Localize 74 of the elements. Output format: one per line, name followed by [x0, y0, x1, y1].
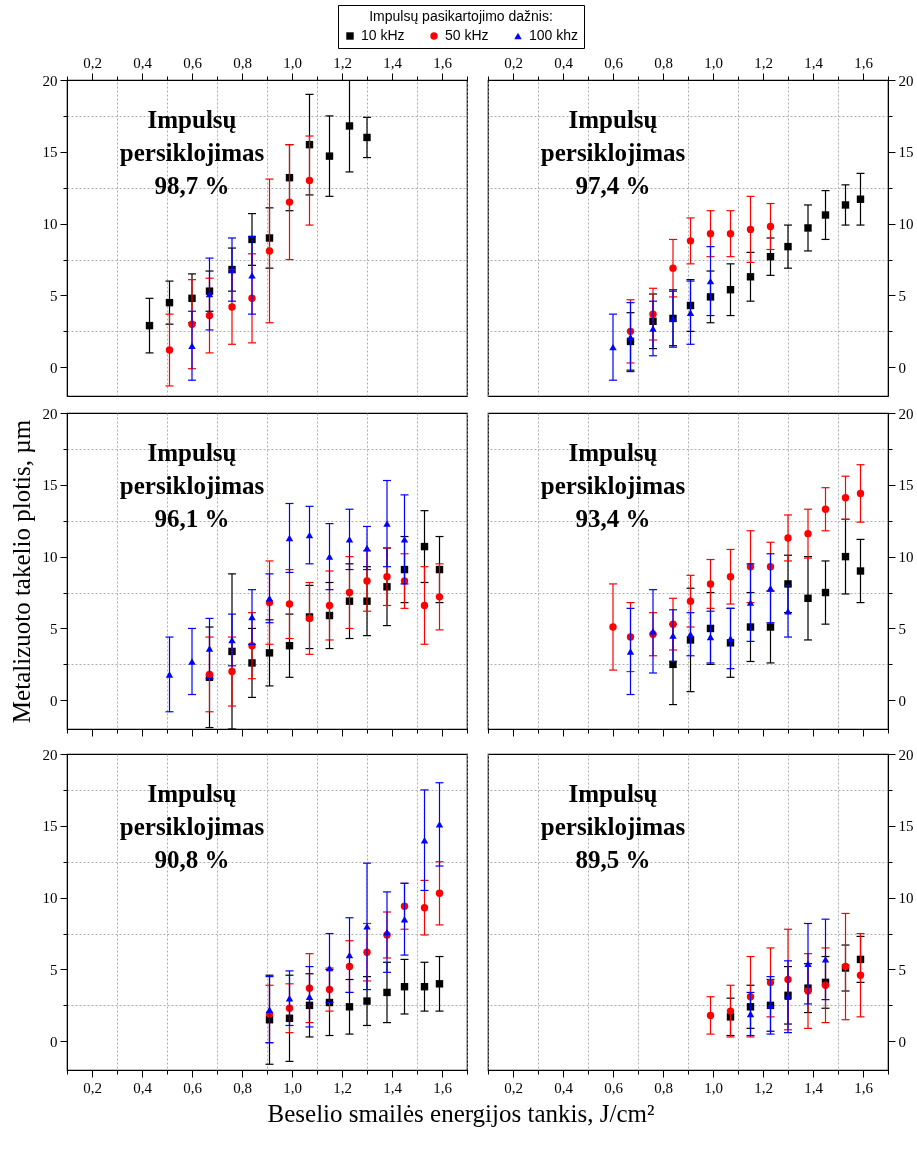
x-tick-label: 0,2 [504, 54, 523, 71]
x-tick-label: 1,4 [804, 54, 824, 71]
x-tick-label: 1,0 [283, 54, 302, 71]
y-tick-label: 15 [898, 144, 914, 161]
y-tick-label: 10 [42, 890, 58, 907]
x-tick-label: 0,6 [183, 1079, 203, 1096]
y-tick-label: 5 [50, 620, 58, 637]
annotation: Impulsų persiklojimas 97,4 % [540, 106, 686, 199]
x-tick-label: 0,2 [83, 54, 102, 71]
x-tick-label: 1,2 [754, 54, 773, 71]
y-tick-label: 20 [898, 405, 914, 422]
y-tick-label: 20 [42, 72, 58, 89]
y-tick-label: 15 [898, 818, 914, 835]
y-tick-label: 5 [50, 961, 58, 978]
annotation: Impulsų persiklojimas 93,4 % [540, 439, 686, 532]
x-tick-label: 1,4 [383, 54, 403, 71]
y-tick-label: 0 [50, 692, 58, 709]
annotation: Impulsų persiklojimas 98,7 % [119, 106, 265, 199]
x-tick-label: 1,6 [433, 54, 453, 71]
annotation: Impulsų persiklojimas 90,8 % [119, 780, 265, 873]
y-tick-label: 10 [898, 216, 914, 233]
y-tick-label: 0 [898, 1033, 906, 1050]
x-tick-label: 1,4 [804, 1079, 824, 1096]
y-axis-title: Metalizuoto takelio plotis, µm [7, 419, 35, 724]
x-tick-label: 1,6 [854, 54, 874, 71]
y-tick-label: 5 [898, 620, 906, 637]
y-tick-label: 20 [898, 746, 914, 763]
y-tick-label: 15 [42, 477, 58, 494]
x-tick-label: 0,8 [654, 1079, 673, 1096]
y-tick-label: 20 [898, 72, 914, 89]
x-tick-label: 0,4 [133, 1079, 153, 1096]
y-tick-label: 10 [898, 890, 914, 907]
legend-label: 50 kHz [445, 27, 489, 43]
x-tick-label: 1,6 [854, 1079, 874, 1096]
y-tick-label: 0 [898, 692, 906, 709]
x-tick-label: 1,0 [283, 1079, 302, 1096]
y-tick-label: 15 [898, 477, 914, 494]
x-tick-label: 1,4 [383, 1079, 403, 1096]
y-tick-label: 0 [50, 1033, 58, 1050]
x-tick-label: 1,2 [754, 1079, 773, 1096]
legend-label: 100 khz [529, 27, 579, 43]
legend-label: 10 kHz [361, 27, 405, 43]
x-tick-label: 0,4 [554, 54, 574, 71]
y-tick-label: 15 [42, 818, 58, 835]
x-tick-label: 1,0 [704, 1079, 723, 1096]
y-tick-label: 0 [50, 359, 58, 376]
y-tick-label: 5 [898, 961, 906, 978]
x-tick-label: 0,2 [83, 1079, 102, 1096]
x-tick-label: 0,6 [604, 1079, 624, 1096]
annotation: Impulsų persiklojimas 89,5 % [540, 780, 686, 873]
y-tick-label: 20 [42, 405, 58, 422]
x-tick-label: 0,6 [183, 54, 203, 71]
y-tick-label: 10 [42, 549, 58, 566]
x-tick-label: 0,4 [554, 1079, 574, 1096]
x-tick-label: 1,2 [333, 54, 352, 71]
x-tick-label: 0,2 [504, 1079, 523, 1096]
x-tick-label: 0,8 [654, 54, 673, 71]
legend-title: Impulsų pasikartojimo dažnis: [369, 8, 553, 24]
x-tick-label: 0,4 [133, 54, 153, 71]
y-tick-label: 5 [898, 287, 906, 304]
x-tick-label: 0,8 [233, 1079, 252, 1096]
x-tick-label: 1,6 [433, 1079, 453, 1096]
y-tick-label: 0 [898, 359, 906, 376]
y-tick-label: 5 [50, 287, 58, 304]
y-tick-label: 15 [42, 144, 58, 161]
annotation: Impulsų persiklojimas 96,1 % [119, 439, 265, 532]
x-tick-label: 0,8 [233, 54, 252, 71]
x-tick-label: 1,2 [333, 1079, 352, 1096]
x-tick-label: 0,6 [604, 54, 624, 71]
x-axis-title: Beselio smailės energijos tankis, J/cm² [267, 1099, 655, 1127]
y-tick-label: 10 [898, 549, 914, 566]
y-tick-label: 10 [42, 216, 58, 233]
y-tick-label: 20 [42, 746, 58, 763]
x-tick-label: 1,0 [704, 54, 723, 71]
